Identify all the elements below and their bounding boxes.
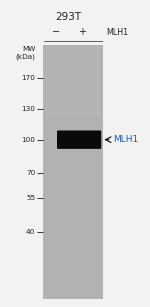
Text: 130: 130 (21, 106, 35, 112)
Bar (43, 45, 103, 299)
Text: 170: 170 (21, 75, 35, 81)
Text: 40: 40 (26, 229, 35, 235)
Bar (46, 45, 100, 116)
Text: 70: 70 (26, 170, 35, 177)
Text: 100: 100 (21, 137, 35, 143)
Text: 293T: 293T (55, 12, 81, 22)
Text: MLH1: MLH1 (107, 28, 129, 37)
Text: 55: 55 (26, 195, 35, 201)
Text: +: + (78, 27, 86, 37)
Text: MW
(kDa): MW (kDa) (15, 46, 35, 60)
FancyBboxPatch shape (57, 130, 101, 149)
Text: MLH1: MLH1 (113, 135, 138, 144)
Text: −: − (52, 27, 60, 37)
